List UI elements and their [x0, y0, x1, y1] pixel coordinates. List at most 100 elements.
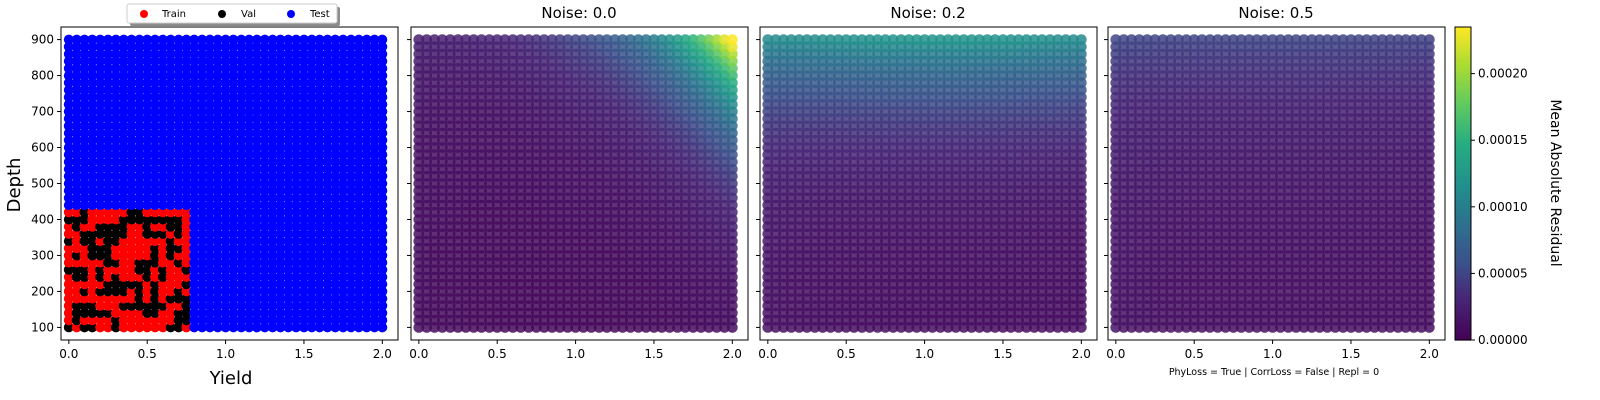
train-point [142, 293, 153, 304]
test-point [377, 243, 388, 254]
test-point [314, 300, 325, 311]
test-point [338, 92, 349, 103]
test-point [212, 293, 223, 304]
test-point [353, 120, 364, 131]
test-point [220, 92, 231, 103]
test-point [283, 171, 294, 182]
test-point [259, 286, 270, 297]
test-point [244, 279, 255, 290]
test-point [181, 77, 192, 88]
test-point [197, 286, 208, 297]
test-point [71, 77, 82, 88]
test-point [79, 185, 90, 196]
test-point [165, 56, 176, 67]
test-point [275, 207, 286, 218]
test-point [306, 308, 317, 318]
test-point [244, 228, 255, 239]
test-point [220, 106, 231, 117]
val-point [134, 207, 145, 218]
test-point [220, 257, 231, 268]
val-point [173, 293, 184, 304]
test-point [283, 63, 294, 74]
test-point [204, 293, 215, 304]
test-point [291, 200, 302, 211]
test-point [283, 293, 294, 304]
test-point [236, 63, 247, 74]
test-point [346, 228, 356, 239]
test-point [212, 41, 223, 52]
x-tick-label: 0.5 [138, 347, 157, 361]
val-point [134, 264, 145, 275]
test-point [189, 192, 200, 203]
test-point [103, 92, 113, 103]
test-point [361, 156, 372, 167]
train-point [63, 315, 74, 326]
test-point [283, 156, 294, 167]
test-point [251, 63, 262, 74]
test-point [134, 164, 145, 175]
test-point [212, 308, 223, 318]
test-point [87, 113, 98, 124]
test-point [220, 214, 231, 225]
legend-box [126, 3, 338, 24]
test-point [181, 192, 192, 203]
test-point [259, 56, 270, 67]
test-point [118, 99, 129, 110]
test-point [346, 279, 356, 290]
test-point [181, 164, 192, 175]
test-point [71, 63, 82, 74]
test-point [220, 185, 231, 196]
test-point [189, 85, 200, 95]
test-point [251, 120, 262, 131]
test-point [71, 70, 82, 81]
test-point [197, 120, 208, 131]
test-point [322, 300, 333, 311]
test-point [259, 221, 270, 232]
test-point [126, 106, 137, 117]
test-point [95, 142, 106, 153]
test-point [251, 250, 262, 261]
test-point [259, 257, 270, 268]
test-point [220, 120, 231, 131]
val-point [134, 286, 145, 297]
test-point [103, 49, 113, 59]
test-point [338, 250, 349, 261]
val-point [110, 286, 121, 297]
test-point [330, 49, 341, 59]
val-point [165, 221, 176, 232]
test-point [267, 308, 278, 318]
test-point [181, 178, 192, 189]
test-point [244, 149, 255, 160]
train-point [87, 293, 98, 304]
test-point [330, 106, 341, 117]
test-point [236, 214, 247, 225]
test-point [150, 128, 160, 139]
test-point [63, 164, 74, 175]
test-point [251, 149, 262, 160]
heatmap-point [703, 34, 715, 45]
test-point [204, 99, 215, 110]
test-point [330, 315, 341, 326]
test-point [283, 286, 294, 297]
test-point [244, 128, 255, 139]
test-point [314, 128, 325, 139]
train-point [181, 286, 192, 297]
test-point [251, 85, 262, 95]
test-point [306, 156, 317, 167]
test-point [126, 34, 137, 45]
test-point [63, 120, 74, 131]
test-point [126, 56, 137, 67]
train-point [63, 272, 74, 282]
test-point [267, 70, 278, 81]
test-point [142, 113, 153, 124]
test-point [361, 34, 372, 45]
val-point [103, 243, 113, 254]
test-point [346, 142, 356, 153]
test-point [134, 120, 145, 131]
test-point [204, 34, 215, 45]
test-point [126, 192, 137, 203]
test-point [63, 92, 74, 103]
test-point [204, 164, 215, 175]
test-point [204, 236, 215, 247]
test-point [142, 34, 153, 45]
